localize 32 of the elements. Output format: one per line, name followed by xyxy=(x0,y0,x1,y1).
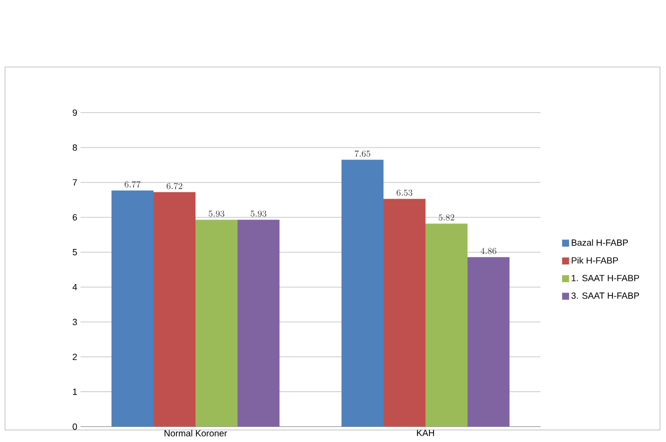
legend-label: Bazal H-FABP xyxy=(572,239,628,246)
y-tick-label: 8 xyxy=(72,144,77,151)
legend-label: 3. SAAT H-FABP xyxy=(571,292,640,299)
bar xyxy=(468,257,510,427)
y-tick-label: 0 xyxy=(72,423,77,430)
data-label: 5.82 xyxy=(438,214,454,221)
y-tick-label: 6 xyxy=(72,214,77,220)
y-tick-label: 2 xyxy=(72,354,77,360)
bar xyxy=(154,192,196,427)
bar xyxy=(342,160,384,427)
legend-label: 1. SAAT H-FABP xyxy=(572,274,640,282)
data-label: 6.72 xyxy=(166,182,182,190)
data-label: 5.93 xyxy=(250,210,266,217)
bar xyxy=(426,224,468,427)
x-tick-label: KAH xyxy=(417,430,434,436)
data-label: 6.53 xyxy=(396,190,412,196)
data-label: 5.93 xyxy=(208,210,224,217)
y-tick-label: 5 xyxy=(72,249,77,256)
data-label: 4.86 xyxy=(480,248,496,254)
y-tick-label: 4 xyxy=(72,284,78,290)
y-tick-label: 3 xyxy=(72,318,77,326)
data-label: 7.65 xyxy=(354,150,370,157)
y-tick-label: 7 xyxy=(72,179,77,186)
bar xyxy=(238,220,280,427)
bar xyxy=(196,220,238,427)
x-tick-label: Normal Koroner xyxy=(164,430,227,436)
data-label: 6.77 xyxy=(124,181,141,188)
bar xyxy=(384,198,426,427)
legend-label: Pik H-FABP xyxy=(572,257,618,264)
bar xyxy=(112,190,154,427)
y-tick-label: 9 xyxy=(72,109,77,116)
y-tick-label: 1 xyxy=(73,388,77,395)
